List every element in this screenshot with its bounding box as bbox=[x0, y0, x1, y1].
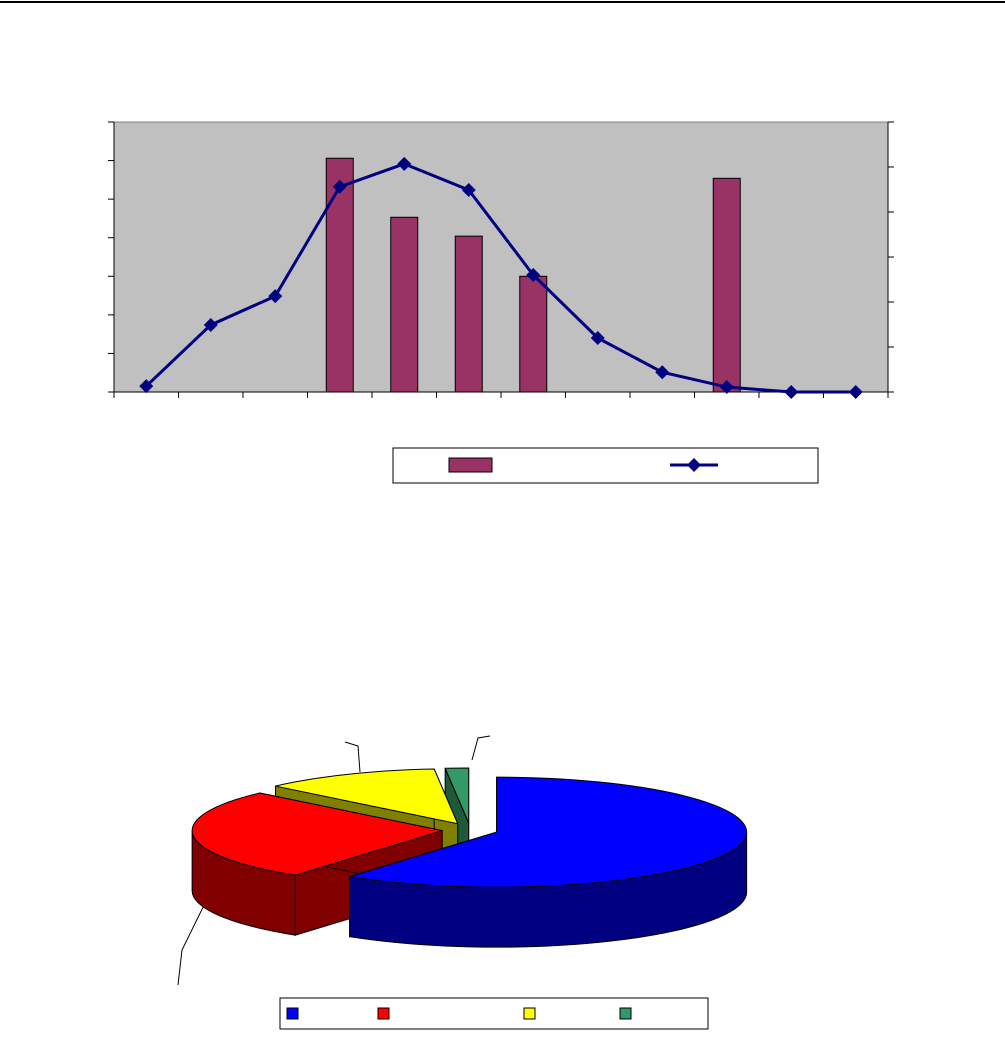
marker bbox=[397, 156, 412, 171]
leader-line bbox=[471, 735, 491, 761]
slice bbox=[349, 776, 748, 888]
legend-swatch bbox=[687, 458, 701, 472]
marker bbox=[139, 379, 154, 394]
slice bbox=[191, 792, 443, 876]
marker bbox=[848, 385, 863, 399]
slice bbox=[444, 767, 470, 824]
marker bbox=[526, 268, 541, 282]
line bbox=[145, 162, 856, 394]
marker bbox=[784, 385, 799, 399]
legend-swatch bbox=[619, 1007, 632, 1020]
plot-area bbox=[113, 121, 889, 393]
legend-swatch bbox=[523, 1007, 536, 1020]
bar bbox=[390, 216, 419, 393]
pie-legend-box bbox=[279, 997, 709, 1030]
leader-line bbox=[177, 892, 211, 986]
marker bbox=[203, 317, 218, 332]
legend-swatch bbox=[286, 1007, 299, 1020]
legend-swatch bbox=[377, 1007, 390, 1020]
bar bbox=[519, 275, 548, 393]
marker bbox=[655, 365, 670, 380]
legend-swatch bbox=[448, 457, 493, 473]
marker bbox=[461, 182, 476, 197]
marker bbox=[268, 289, 283, 304]
marker bbox=[590, 331, 605, 345]
bar bbox=[325, 157, 354, 393]
marker bbox=[332, 179, 347, 194]
leader-line bbox=[344, 741, 361, 773]
slice bbox=[275, 768, 459, 825]
bar bbox=[454, 235, 483, 393]
marker bbox=[719, 380, 734, 395]
legend-box bbox=[392, 447, 819, 484]
bar bbox=[712, 177, 741, 393]
